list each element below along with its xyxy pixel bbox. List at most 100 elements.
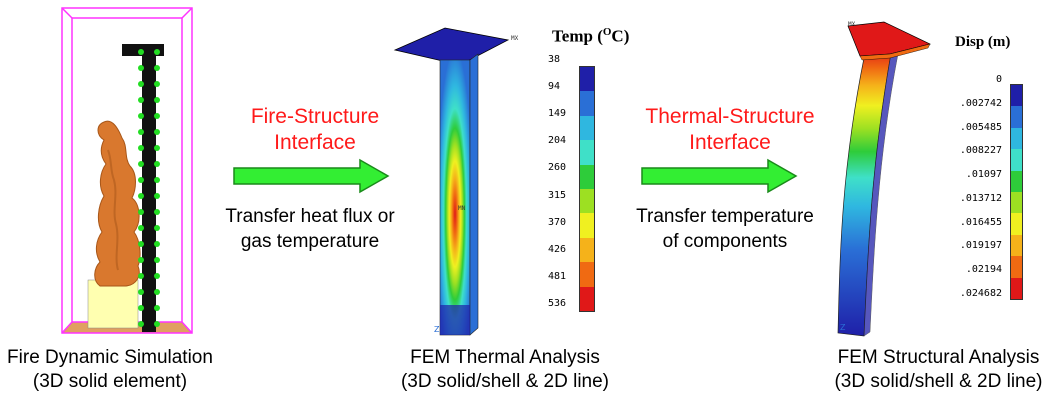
fds-measurement-dot xyxy=(138,145,144,151)
fds-measurement-dot xyxy=(154,129,160,135)
structural-legend-tick: .005485 xyxy=(959,121,1002,133)
structural-legend-tick: .01097 xyxy=(965,169,1002,181)
structural-legend-tick: .013712 xyxy=(959,192,1002,204)
thermal-legend-swatch xyxy=(580,115,594,141)
structural-legend-swatch xyxy=(1011,170,1022,193)
thermal-legend-swatch xyxy=(580,213,594,239)
fds-measurement-dot xyxy=(154,241,160,247)
thermal-caption-line2: (3D solid/shell & 2D line) xyxy=(400,371,610,392)
structural-column xyxy=(837,47,893,337)
structural-legend-tick: .02194 xyxy=(965,264,1002,276)
fds-caption-line2: (3D solid element) xyxy=(32,371,188,392)
fds-column xyxy=(142,44,156,332)
thermal-column-side xyxy=(469,53,479,336)
fds-caption: Fire Dynamic Simulation (3D solid elemen… xyxy=(0,346,220,394)
fds-measurement-dot xyxy=(154,305,160,311)
fds-burner-block xyxy=(87,279,139,329)
fds-measurement-dot xyxy=(138,65,144,71)
structural-legend-tick: 0 xyxy=(995,74,1002,85)
thermal-structure-interface-title: Thermal-Structure Interface xyxy=(615,104,845,156)
thermal-structure-line2: Interface xyxy=(689,131,771,154)
structural-legend-tick: .002742 xyxy=(959,97,1002,109)
thermal-legend-tick: 38 xyxy=(548,54,561,65)
structural-caption-line2: (3D solid/shell & 2D line) xyxy=(834,371,1043,392)
thermal-legend-bar xyxy=(579,66,595,312)
fds-measurement-dot xyxy=(138,257,144,263)
fds-measurement-dot xyxy=(138,161,144,167)
fds-measurement-dot xyxy=(138,225,144,231)
fds-measurement-points xyxy=(138,49,160,327)
structural-legend-title: Disp (m) xyxy=(955,34,1011,50)
thermal-mn-label: MN xyxy=(458,205,466,212)
structural-legend-swatch xyxy=(1011,234,1022,257)
thermal-legend-swatch xyxy=(580,164,594,190)
thermal-model-image: MX MN Z xyxy=(393,27,519,336)
thermal-legend-swatch xyxy=(580,286,594,312)
fds-measurement-dot xyxy=(138,129,144,135)
fire-structure-description: Transfer heat flux or gas temperature xyxy=(205,204,415,254)
thermal-caption-line1: FEM Thermal Analysis xyxy=(410,347,600,368)
structural-legend-swatch xyxy=(1011,127,1022,150)
thermal-legend-tick: 370 xyxy=(548,216,567,228)
thermal-legend-tick: 149 xyxy=(548,108,567,120)
thermal-column-front xyxy=(439,59,471,336)
fds-caption-line1: Fire Dynamic Simulation xyxy=(7,347,213,368)
thermal-axis-triad-icon: Z xyxy=(434,325,440,334)
structural-caption-line1: FEM Structural Analysis xyxy=(837,347,1040,368)
fds-measurement-dot xyxy=(154,193,160,199)
structural-legend-swatch xyxy=(1011,149,1022,172)
fds-measurement-dot xyxy=(138,193,144,199)
fds-measurement-dot xyxy=(154,81,160,87)
fire-structure-interface-title: Fire-Structure Interface xyxy=(215,104,415,156)
fds-simulation-image xyxy=(61,7,193,334)
fds-measurement-dot xyxy=(138,97,144,103)
thermal-legend-title: Temp (OC) xyxy=(552,26,630,46)
thermal-legend-swatch xyxy=(580,91,594,117)
fds-measurement-dot xyxy=(154,257,160,263)
fds-measurement-dot xyxy=(154,177,160,183)
fds-measurement-dot xyxy=(138,289,144,295)
fds-fire-plume xyxy=(94,120,141,287)
fds-measurement-dot xyxy=(154,321,160,327)
structural-legend-tick: .008227 xyxy=(959,145,1002,157)
thermal-legend-swatch xyxy=(580,189,594,214)
fds-measurement-dot xyxy=(138,209,144,215)
fds-measurement-dot xyxy=(154,273,160,279)
fds-measurement-dot xyxy=(154,65,160,71)
fds-measurement-dot xyxy=(154,113,160,119)
thermal-legend-tick: 260 xyxy=(548,162,567,174)
structural-legend-tick: .024682 xyxy=(959,288,1002,299)
thermal-legend-tick: 204 xyxy=(548,135,567,147)
fds-measurement-dot xyxy=(138,81,144,87)
fds-measurement-dot xyxy=(138,177,144,183)
fire-structure-line2: Interface xyxy=(274,131,356,154)
fds-measurement-dot xyxy=(154,225,160,231)
fire-structure-arrow-icon xyxy=(233,158,390,194)
structural-legend-swatch xyxy=(1011,106,1022,129)
fire-structure-line1: Fire-Structure xyxy=(250,105,380,128)
thermal-legend-swatch xyxy=(580,237,594,263)
thermal-structure-arrow-icon xyxy=(641,158,798,194)
thermal-legend-swatch xyxy=(580,67,594,92)
thermal-legend-swatch xyxy=(580,140,594,166)
structural-legend-bar xyxy=(1010,84,1023,300)
fire-structure-desc-line2: gas temperature xyxy=(240,231,380,252)
thermal-legend-tick: 94 xyxy=(548,81,561,93)
thermal-top-plate xyxy=(393,27,510,66)
fds-measurement-dot xyxy=(138,113,144,119)
structural-caption: FEM Structural Analysis (3D solid/shell … xyxy=(820,346,1057,394)
structural-legend-swatch xyxy=(1011,213,1022,236)
structural-legend-swatch xyxy=(1011,256,1022,279)
thermal-structure-description: Transfer temperature of components xyxy=(615,204,835,254)
thermal-legend-swatch xyxy=(580,262,594,288)
structural-mx-label: MX xyxy=(848,21,856,28)
thermal-legend-tick: 481 xyxy=(548,270,567,282)
fds-measurement-dot xyxy=(154,145,160,151)
fds-measurement-dot xyxy=(154,97,160,103)
fds-measurement-dot xyxy=(154,209,160,215)
thermal-structure-desc-line1: Transfer temperature xyxy=(636,206,814,227)
thermal-structure-desc-line2: of components xyxy=(662,231,788,252)
fds-measurement-dot xyxy=(154,49,160,55)
fds-measurement-dot xyxy=(138,241,144,247)
structural-legend-swatch xyxy=(1011,192,1022,214)
